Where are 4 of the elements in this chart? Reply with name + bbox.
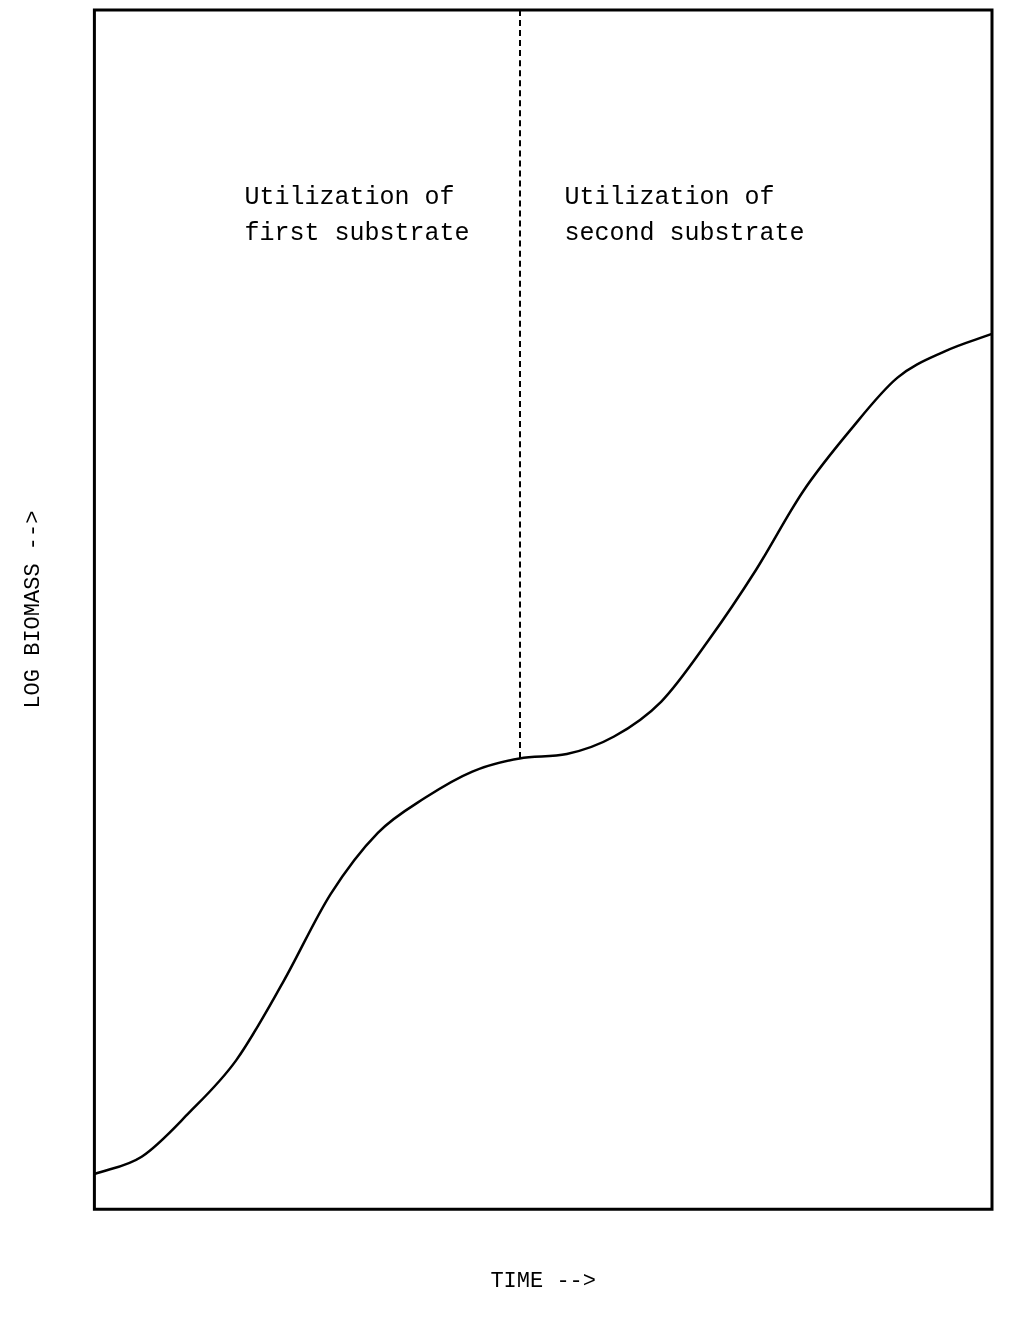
x-axis-title: TIME --> — [490, 1268, 597, 1294]
text: Utilization of second substrate — [564, 182, 805, 250]
y-axis-title: LOG BIOMASS --> — [21, 510, 47, 709]
text: Utilization of first substrate — [244, 182, 470, 250]
